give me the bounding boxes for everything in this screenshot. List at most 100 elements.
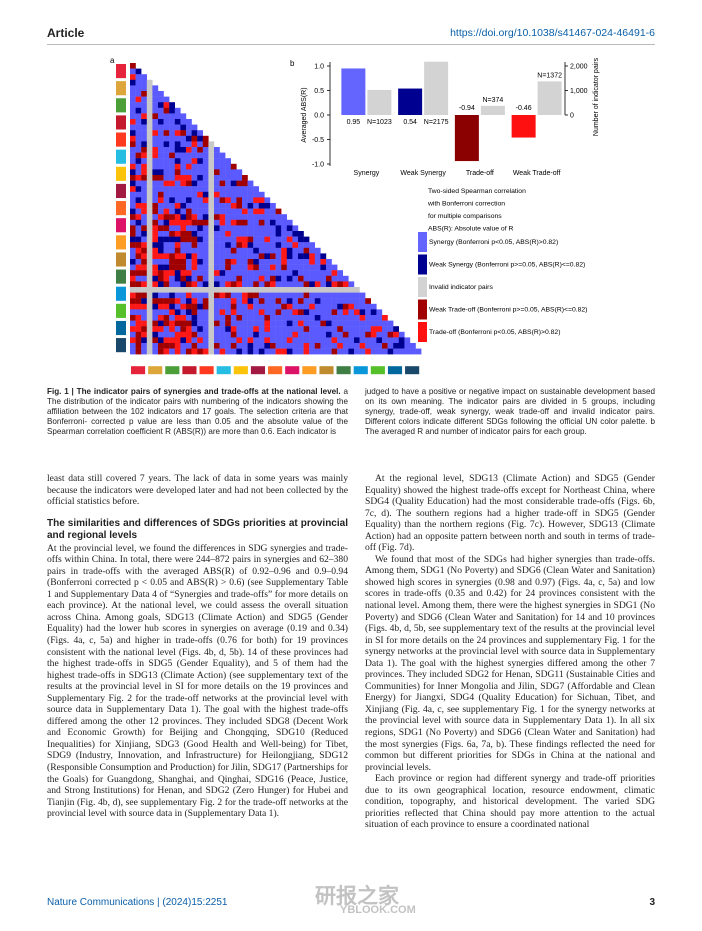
footer-journal: Nature Communications | (2024)15:2251	[47, 897, 228, 908]
heatmap-cell	[225, 320, 231, 327]
heatmap-cell	[270, 247, 276, 254]
paragraph: Each province or region had different sy…	[365, 773, 655, 831]
heatmap-cell	[186, 275, 192, 282]
heatmap-cell	[326, 331, 332, 338]
heatmap-cell	[186, 124, 192, 131]
heatmap-cell	[141, 326, 147, 332]
heatmap-cell	[219, 152, 226, 159]
heatmap-cell	[225, 337, 231, 344]
heatmap-cell	[286, 337, 293, 344]
heatmap-cell	[163, 152, 170, 159]
heatmap-cell	[242, 343, 248, 349]
heatmap-cell	[163, 275, 170, 282]
heatmap-cell	[337, 331, 343, 338]
heatmap-cell	[135, 186, 142, 192]
heatmap-cell	[258, 270, 265, 276]
page-number: 3	[649, 897, 655, 908]
heatmap-cell	[180, 225, 187, 232]
heatmap-cell	[354, 292, 360, 299]
heatmap-cell	[320, 343, 327, 349]
heatmap-cell	[202, 281, 209, 288]
section-heading: The similarities and differences of SDGs…	[47, 517, 348, 541]
heatmap-cell	[158, 343, 164, 349]
heatmap-cell	[247, 203, 254, 209]
heatmap-cell	[219, 331, 226, 338]
heatmap-cell	[174, 281, 181, 288]
heatmap-cell	[146, 96, 153, 103]
heatmap-cell	[186, 253, 192, 260]
heatmap-cell	[141, 287, 147, 293]
heatmap-cell	[286, 247, 293, 254]
heatmap-cell	[191, 208, 198, 215]
heatmap-cell	[197, 191, 203, 198]
heatmap-cell	[141, 264, 147, 271]
heatmap-cell	[219, 169, 226, 176]
heatmap-cell	[152, 135, 159, 142]
heatmap-cell	[152, 231, 159, 237]
heatmap-cell	[169, 287, 175, 293]
heatmap-cell	[141, 130, 147, 136]
heatmap-cell	[270, 298, 276, 304]
heatmap-cell	[130, 287, 136, 293]
heatmap-cell	[348, 309, 355, 316]
heatmap-cell	[130, 175, 136, 181]
heatmap-cell	[320, 264, 327, 271]
heatmap-cell	[270, 315, 276, 321]
heatmap-cell	[214, 259, 220, 265]
heatmap-cell	[225, 326, 231, 332]
heatmap-cell	[135, 96, 142, 103]
heatmap-cell	[236, 169, 243, 176]
heatmap-cell	[219, 225, 226, 232]
heatmap-cell	[242, 326, 248, 332]
heatmap-cell	[342, 348, 349, 355]
heatmap-cell	[186, 264, 192, 271]
heatmap-cell	[202, 214, 209, 220]
heatmap-cell	[135, 348, 142, 355]
heatmap-cell	[214, 281, 220, 288]
heatmap-cell	[163, 102, 170, 108]
caption-title: Fig. 1 | The indicator pairs of synergie…	[47, 387, 341, 396]
heatmap-cell	[169, 107, 175, 114]
heatmap-cell	[130, 135, 136, 142]
heatmap-cell	[309, 315, 315, 321]
heatmap-cell	[292, 242, 299, 248]
heatmap-cell	[174, 158, 181, 164]
heatmap-cell	[146, 275, 153, 282]
heatmap-cell	[309, 326, 315, 332]
legend-swatch	[418, 254, 427, 275]
heatmap-cell	[320, 287, 327, 293]
paragraph: At the provincial level, we found the di…	[47, 542, 348, 820]
heatmap-cell	[253, 253, 259, 260]
heatmap-cell	[135, 281, 142, 288]
heatmap-cell	[186, 259, 192, 265]
heatmap-cell	[298, 309, 304, 316]
heatmap-cell	[247, 197, 254, 204]
heatmap-cell	[208, 242, 215, 248]
heatmap-cell	[169, 320, 175, 327]
heatmap-cell	[292, 315, 299, 321]
heatmap-cell	[208, 253, 215, 260]
heatmap-cell	[376, 309, 383, 316]
heatmap-cell	[197, 158, 203, 164]
heatmap-cell	[230, 343, 237, 349]
heatmap-cell	[174, 343, 181, 349]
heatmap-cell	[253, 264, 259, 271]
heatmap-cell	[331, 331, 338, 338]
heatmap-cell	[230, 180, 237, 187]
heatmap-cell	[163, 253, 170, 260]
heatmap-cell	[365, 331, 371, 338]
heatmap-cell	[186, 119, 192, 125]
heatmap-cell	[158, 208, 164, 215]
heatmap-cell	[258, 231, 265, 237]
heatmap-cell	[309, 259, 315, 265]
heatmap-cell	[186, 135, 192, 142]
doi-link[interactable]: https://doi.org/10.1038/s41467-024-46491…	[450, 27, 655, 39]
heatmap-cell	[365, 298, 371, 304]
heatmap-cell	[158, 253, 164, 260]
heatmap-cell	[202, 208, 209, 215]
sdg-icon	[199, 366, 214, 375]
heatmap-cell	[158, 191, 164, 198]
heatmap-cell	[163, 169, 170, 176]
heatmap-cell	[163, 303, 170, 310]
heatmap-cell	[169, 186, 175, 192]
